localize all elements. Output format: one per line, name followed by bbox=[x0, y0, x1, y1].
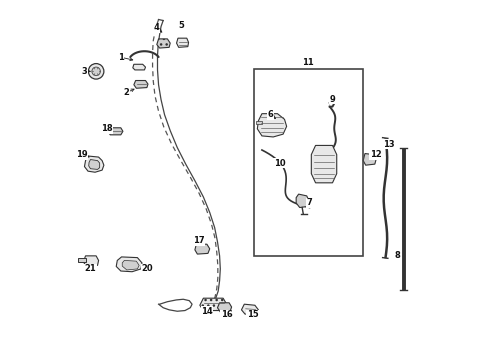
Polygon shape bbox=[83, 256, 98, 266]
Text: 15: 15 bbox=[247, 310, 259, 319]
Text: 13: 13 bbox=[383, 140, 395, 149]
Text: 9: 9 bbox=[330, 95, 335, 104]
Polygon shape bbox=[157, 39, 170, 48]
Polygon shape bbox=[257, 114, 287, 137]
Text: 2: 2 bbox=[124, 88, 130, 97]
Polygon shape bbox=[242, 304, 258, 315]
Polygon shape bbox=[84, 156, 104, 172]
Text: 18: 18 bbox=[101, 124, 113, 133]
Polygon shape bbox=[195, 244, 210, 254]
Text: 7: 7 bbox=[306, 198, 312, 207]
Text: 4: 4 bbox=[154, 23, 160, 32]
Text: 5: 5 bbox=[178, 21, 184, 30]
Polygon shape bbox=[200, 298, 227, 311]
Text: 19: 19 bbox=[76, 150, 88, 159]
Circle shape bbox=[88, 64, 104, 79]
Polygon shape bbox=[133, 64, 146, 70]
Polygon shape bbox=[218, 303, 232, 312]
Text: 17: 17 bbox=[193, 236, 204, 245]
Text: 16: 16 bbox=[221, 310, 233, 319]
Text: 10: 10 bbox=[274, 158, 285, 167]
Text: 8: 8 bbox=[394, 251, 400, 260]
Text: 12: 12 bbox=[369, 150, 381, 159]
Text: 20: 20 bbox=[141, 264, 153, 273]
Bar bbox=[78, 258, 86, 262]
Polygon shape bbox=[311, 145, 337, 183]
Polygon shape bbox=[134, 81, 148, 88]
Polygon shape bbox=[296, 194, 309, 207]
Text: 14: 14 bbox=[201, 307, 213, 316]
Text: 3: 3 bbox=[82, 67, 87, 76]
Polygon shape bbox=[108, 128, 123, 135]
Text: 6: 6 bbox=[268, 110, 273, 119]
Text: 21: 21 bbox=[85, 264, 97, 273]
Polygon shape bbox=[89, 159, 99, 170]
Bar bbox=[254, 69, 363, 256]
Circle shape bbox=[92, 67, 100, 76]
Polygon shape bbox=[116, 257, 142, 272]
Text: 11: 11 bbox=[302, 58, 314, 67]
Polygon shape bbox=[176, 38, 189, 48]
Polygon shape bbox=[122, 260, 139, 270]
Text: 1: 1 bbox=[118, 53, 124, 62]
Polygon shape bbox=[256, 121, 262, 124]
Polygon shape bbox=[363, 154, 376, 165]
